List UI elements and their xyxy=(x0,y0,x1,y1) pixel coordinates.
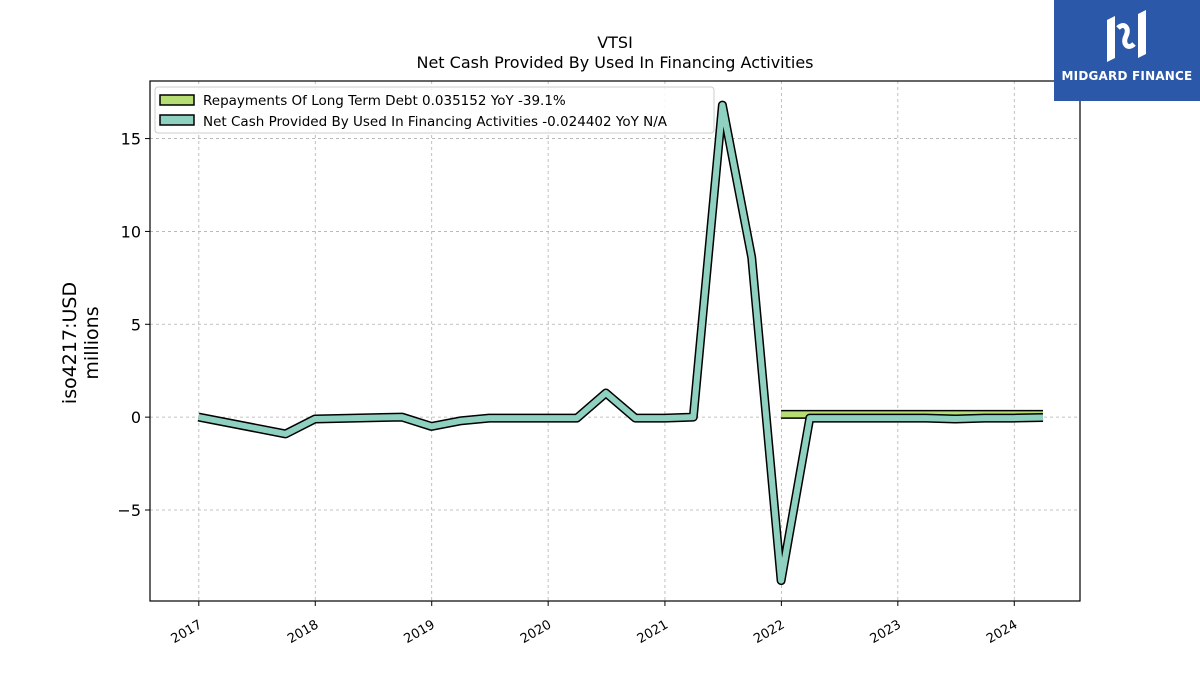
x-tick-label: 2018 xyxy=(285,617,321,647)
plot-frame xyxy=(149,80,1081,602)
brand-name: MIDGARD FINANCE xyxy=(1061,69,1193,83)
series-net-cash-outline xyxy=(197,100,1044,586)
y-axis-label-line2: millions xyxy=(81,306,103,379)
y-tick-label: −5 xyxy=(117,501,141,520)
series-layer xyxy=(197,100,1044,586)
x-tick-label: 2017 xyxy=(169,617,205,647)
chart-title: VTSI xyxy=(597,33,633,52)
x-tick-label: 2021 xyxy=(635,617,671,647)
y-tick-label: 0 xyxy=(131,408,141,427)
grid xyxy=(150,81,1080,601)
legend: Repayments Of Long Term Debt 0.035152 Yo… xyxy=(154,86,715,134)
y-tick-label: 10 xyxy=(121,222,141,241)
series-net-cash-line xyxy=(197,102,1044,584)
brand-logo: MIDGARD FINANCE xyxy=(1054,0,1200,101)
x-tick-label: 2023 xyxy=(868,617,904,647)
x-tick-label: 2024 xyxy=(984,617,1020,647)
legend-swatch-repayments xyxy=(159,94,195,106)
y-axis-label-line1: iso4217:USD xyxy=(59,282,81,404)
legend-box xyxy=(154,86,715,134)
legend-swatch-net-cash xyxy=(159,114,195,126)
legend-label-net-cash: Net Cash Provided By Used In Financing A… xyxy=(203,114,668,130)
y-tick-label: 5 xyxy=(131,315,141,334)
y-tick-label: 15 xyxy=(121,130,141,149)
x-tick-label: 2019 xyxy=(402,617,438,647)
legend-label-repayments: Repayments Of Long Term Debt 0.035152 Yo… xyxy=(203,93,566,109)
midgard-logo-icon xyxy=(1107,10,1146,62)
x-tick-label: 2020 xyxy=(518,617,554,647)
chart-subtitle: Net Cash Provided By Used In Financing A… xyxy=(416,53,813,72)
axis-ticks: −5 0 5 10 15 2017 2018 2019 2020 2021 2022 2023 2024 xyxy=(117,130,1020,647)
x-tick-label: 2022 xyxy=(751,617,787,647)
y-axis-label: iso4217:USD millions xyxy=(59,282,103,404)
